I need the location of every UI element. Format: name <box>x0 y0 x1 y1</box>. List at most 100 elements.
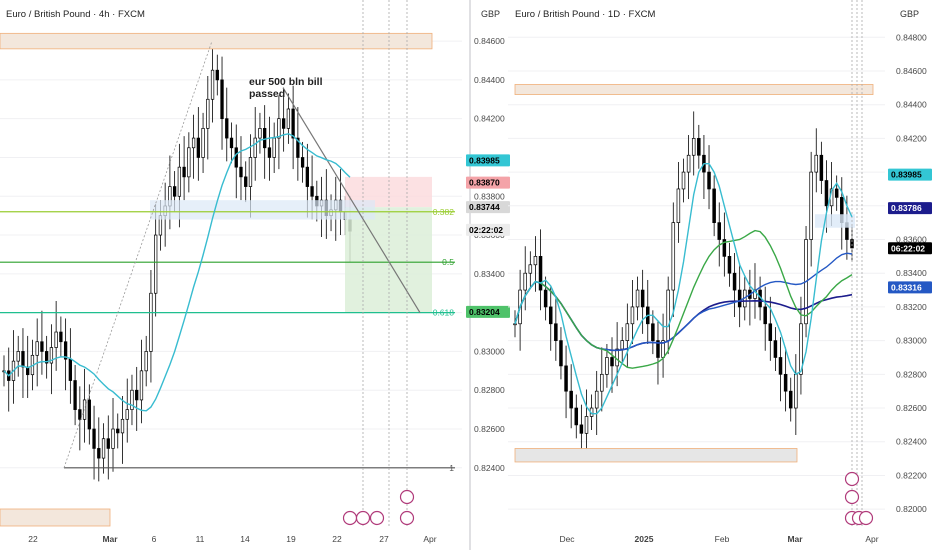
price-badge-label: 02:22:02 <box>469 225 503 235</box>
candle <box>111 428 115 449</box>
candle <box>172 186 177 197</box>
candle <box>712 188 716 224</box>
currency-label: GBP <box>900 9 919 19</box>
candle <box>533 256 538 266</box>
y-tick-label: 0.83600 <box>896 235 927 245</box>
candle <box>666 289 670 341</box>
candle <box>574 407 579 426</box>
price-badge <box>888 202 932 215</box>
candle <box>125 409 129 420</box>
candle <box>814 154 819 173</box>
candle <box>40 341 44 352</box>
candle <box>59 331 63 343</box>
candle <box>253 137 257 158</box>
candle <box>737 289 742 308</box>
fib-anchor-line <box>63 40 213 468</box>
consolidation-zone <box>150 200 375 220</box>
price-badge-label: 0.83786 <box>891 203 922 213</box>
x-tick-label: 11 <box>196 534 205 544</box>
economic-event-icon[interactable] <box>355 510 371 526</box>
candle <box>154 234 158 294</box>
y-tick-label: 0.82800 <box>474 385 505 395</box>
candle <box>620 340 624 350</box>
candle <box>206 98 210 129</box>
candle <box>538 256 543 291</box>
economic-event-icon[interactable] <box>844 489 860 505</box>
candle <box>49 347 54 364</box>
x-tick-label: Mar <box>102 534 118 544</box>
ma50-line <box>514 229 853 369</box>
economic-event-icon[interactable] <box>399 489 415 505</box>
candle <box>686 154 691 173</box>
candle <box>707 171 711 190</box>
price-badge-label: 0.83985 <box>469 155 500 165</box>
candle <box>594 390 599 409</box>
candle <box>149 292 153 352</box>
candle <box>834 188 839 198</box>
y-tick-label: 0.84200 <box>896 133 927 143</box>
candle <box>640 289 645 308</box>
candle <box>286 108 291 129</box>
candle <box>824 180 829 207</box>
candle <box>625 323 630 341</box>
economic-event-icon[interactable] <box>844 471 860 487</box>
economic-event-icon[interactable] <box>858 510 874 526</box>
candle <box>139 370 144 401</box>
candle <box>615 348 619 367</box>
candle <box>239 166 243 178</box>
candle <box>16 351 20 362</box>
candle <box>564 365 568 392</box>
x-tick-label: 22 <box>332 534 342 544</box>
economic-event-icon[interactable] <box>342 510 358 526</box>
candle <box>513 323 517 326</box>
panel-divider <box>469 0 471 550</box>
candle <box>116 428 120 434</box>
candle <box>676 188 681 224</box>
economic-event-icon[interactable] <box>399 510 415 526</box>
candle <box>191 137 196 149</box>
y-tick-label: 0.82600 <box>896 403 927 413</box>
trend-line[interactable] <box>282 87 421 313</box>
economic-event-icon[interactable] <box>369 510 385 526</box>
candle <box>778 357 783 375</box>
candle <box>697 138 701 156</box>
candle <box>215 69 219 81</box>
price-badge <box>888 281 932 294</box>
candle <box>130 389 134 410</box>
y-tick-label: 0.83400 <box>896 268 927 278</box>
price-badge-label: 0.83744 <box>469 202 500 212</box>
y-tick-label: 0.82000 <box>896 504 927 514</box>
price-badge-label: 0.83204 <box>469 307 500 317</box>
candle <box>106 438 110 449</box>
candle <box>691 138 696 156</box>
y-tick-label: 0.82200 <box>896 470 927 480</box>
candle <box>635 289 640 308</box>
price-badge <box>466 305 510 318</box>
candle <box>559 340 563 367</box>
currency-label: GBP <box>481 9 500 19</box>
candle <box>579 424 584 434</box>
resistance-zone <box>0 32 433 50</box>
candle <box>799 323 803 375</box>
candle <box>68 358 73 381</box>
candle <box>244 176 248 187</box>
candle <box>523 272 527 291</box>
y-tick-label: 0.84600 <box>474 36 505 46</box>
x-tick-label: Mar <box>787 534 803 544</box>
y-tick-label: 0.84400 <box>896 100 927 110</box>
candle <box>783 373 788 392</box>
y-tick-label: 0.82400 <box>474 463 505 473</box>
y-tick-label: 0.82600 <box>474 424 505 434</box>
candle <box>717 222 721 240</box>
candle <box>630 306 635 325</box>
fib-label: 0.5 <box>442 257 454 267</box>
chart-title: Euro / British Pound · 4h · FXCM <box>6 9 145 20</box>
price-badge <box>888 242 932 255</box>
candle <box>54 331 58 348</box>
price-badge <box>466 201 510 214</box>
candle <box>78 409 82 420</box>
x-tick-label: Feb <box>715 534 730 544</box>
candle <box>135 389 139 401</box>
